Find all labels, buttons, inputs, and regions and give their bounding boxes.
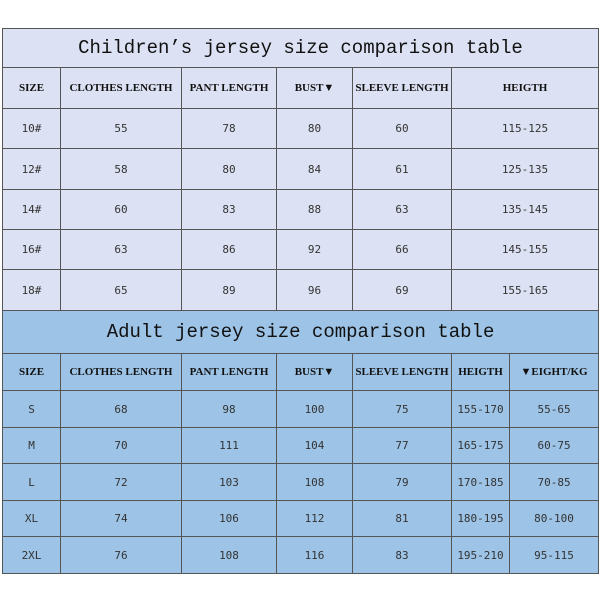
table-cell: 96 — [276, 269, 353, 311]
table-cell: 92 — [276, 229, 353, 270]
table-cell: 55 — [60, 108, 182, 149]
table-row: 12# 58 80 84 61 125-135 — [2, 148, 599, 190]
column-header: SIZE — [2, 67, 61, 109]
table-cell: 145-155 — [451, 229, 599, 270]
table-cell: 108 — [276, 463, 353, 501]
table-cell: 100 — [276, 390, 353, 428]
table-cell: 83 — [352, 536, 452, 574]
column-header: SIZE — [2, 353, 61, 391]
column-header: PANT LENGTH — [181, 67, 277, 109]
column-header: BUST▼ — [276, 67, 353, 109]
column-header: PANT LENGTH — [181, 353, 277, 391]
table-cell: 95-115 — [508, 536, 600, 574]
table-cell: 18# — [2, 269, 61, 311]
table-cell: 55-65 — [508, 390, 600, 428]
table-cell: 83 — [181, 189, 277, 230]
table-cell: 78 — [181, 108, 277, 149]
table-cell: 89 — [181, 269, 277, 311]
table-cell: 2XL — [2, 536, 61, 574]
table-cell: 75 — [352, 390, 452, 428]
table-row: 18# 65 89 96 69 155-165 — [2, 269, 599, 311]
table-cell: 170-185 — [451, 463, 510, 501]
table-cell: L — [2, 463, 61, 501]
table-cell: 86 — [181, 229, 277, 270]
table-cell: 74 — [60, 500, 182, 537]
table-cell: 60 — [352, 108, 452, 149]
table-cell: 60-75 — [508, 427, 600, 464]
table-row: 2XL 76 108 116 83 195-210 95-115 — [2, 536, 600, 574]
column-header: ▼EIGHT/KG — [508, 353, 600, 391]
table-cell: 106 — [181, 500, 277, 537]
table-cell: 103 — [181, 463, 277, 501]
table-cell: 135-145 — [451, 189, 599, 230]
table-cell: 84 — [276, 148, 353, 190]
table-cell: 12# — [2, 148, 61, 190]
table-row: 16# 63 86 92 66 145-155 — [2, 229, 599, 270]
table-row: 10# 55 78 80 60 115-125 — [2, 108, 599, 149]
table-cell: 80 — [181, 148, 277, 190]
table-cell: 63 — [60, 229, 182, 270]
column-header: SLEEVE LENGTH — [352, 67, 452, 109]
table-cell: 125-135 — [451, 148, 599, 190]
table-cell: 72 — [60, 463, 182, 501]
column-header: HEIGTH — [451, 353, 510, 391]
table-cell: 68 — [60, 390, 182, 428]
table-cell: 77 — [352, 427, 452, 464]
table-cell: 70 — [60, 427, 182, 464]
adult-header-row: SIZE CLOTHES LENGTH PANT LENGTH BUST▼ SLEEVE… — [2, 353, 600, 391]
table-cell: 80 — [276, 108, 353, 149]
table-cell: 65 — [60, 269, 182, 311]
table-cell: 14# — [2, 189, 61, 230]
adult-size-table: Adult jersey size comparison table SIZE C… — [1, 310, 600, 574]
table-cell: 155-170 — [451, 390, 510, 428]
table-cell: 79 — [352, 463, 452, 501]
table-cell: 98 — [181, 390, 277, 428]
table-cell: 61 — [352, 148, 452, 190]
table-cell: 60 — [60, 189, 182, 230]
column-header: BUST▼ — [276, 353, 353, 391]
table-cell: 111 — [181, 427, 277, 464]
table-cell: XL — [2, 500, 61, 537]
table-cell: 80-100 — [508, 500, 600, 537]
table-row: XL 74 106 112 81 180-195 80-100 — [2, 500, 600, 537]
table-row: L 72 103 108 79 170-185 70-85 — [2, 463, 600, 501]
column-header: SLEEVE LENGTH — [352, 353, 452, 391]
children-size-table: Children’s jersey size comparison table … — [2, 28, 599, 311]
table-cell: 108 — [181, 536, 277, 574]
table-row: 14# 60 83 88 63 135-145 — [2, 189, 599, 230]
table-cell: 112 — [276, 500, 353, 537]
children-header-row: SIZE CLOTHES LENGTH PANT LENGTH BUST▼ SLEEVE… — [2, 67, 599, 109]
table-cell: S — [2, 390, 61, 428]
adult-table-title: Adult jersey size comparison table — [1, 310, 600, 354]
column-header: HEIGTH — [451, 67, 599, 109]
table-cell: 104 — [276, 427, 353, 464]
table-cell: 16# — [2, 229, 61, 270]
table-cell: 195-210 — [451, 536, 510, 574]
table-row: S 68 98 100 75 155-170 55-65 — [2, 390, 600, 428]
column-header: CLOTHES LENGTH — [60, 353, 182, 391]
table-cell: 63 — [352, 189, 452, 230]
table-cell: 155-165 — [451, 269, 599, 311]
table-cell: 66 — [352, 229, 452, 270]
table-cell: 81 — [352, 500, 452, 537]
table-cell: 10# — [2, 108, 61, 149]
table-cell: 70-85 — [508, 463, 600, 501]
table-cell: 88 — [276, 189, 353, 230]
table-cell: 165-175 — [451, 427, 510, 464]
column-header: CLOTHES LENGTH — [60, 67, 182, 109]
table-cell: 115-125 — [451, 108, 599, 149]
table-cell: 58 — [60, 148, 182, 190]
table-row: M 70 111 104 77 165-175 60-75 — [2, 427, 600, 464]
table-cell: M — [2, 427, 61, 464]
table-cell: 116 — [276, 536, 353, 574]
table-cell: 180-195 — [451, 500, 510, 537]
children-table-title: Children’s jersey size comparison table — [2, 28, 599, 68]
table-cell: 69 — [352, 269, 452, 311]
table-cell: 76 — [60, 536, 182, 574]
